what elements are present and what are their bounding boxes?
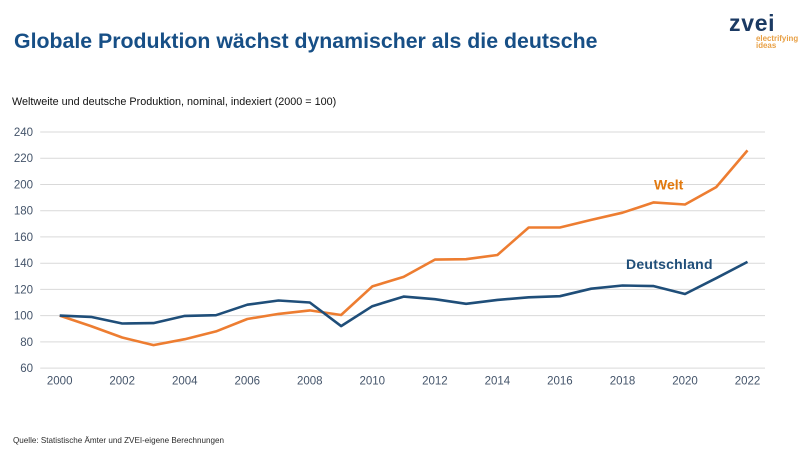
svg-text:2008: 2008 bbox=[297, 376, 323, 388]
svg-text:140: 140 bbox=[14, 258, 33, 270]
svg-text:Deutschland: Deutschland bbox=[626, 256, 713, 272]
svg-text:2002: 2002 bbox=[109, 376, 135, 388]
svg-text:2010: 2010 bbox=[360, 376, 386, 388]
svg-text:220: 220 bbox=[14, 153, 33, 165]
svg-text:2000: 2000 bbox=[47, 376, 73, 388]
svg-text:120: 120 bbox=[14, 284, 33, 296]
svg-text:2022: 2022 bbox=[735, 376, 761, 388]
svg-text:100: 100 bbox=[14, 311, 33, 323]
svg-text:240: 240 bbox=[14, 127, 33, 139]
svg-text:160: 160 bbox=[14, 232, 33, 244]
svg-text:60: 60 bbox=[20, 363, 33, 375]
svg-text:2018: 2018 bbox=[610, 376, 636, 388]
svg-text:2004: 2004 bbox=[172, 376, 198, 388]
svg-text:2012: 2012 bbox=[422, 376, 448, 388]
svg-text:80: 80 bbox=[20, 337, 33, 349]
svg-text:2020: 2020 bbox=[672, 376, 698, 388]
svg-text:180: 180 bbox=[14, 206, 33, 218]
svg-text:2016: 2016 bbox=[547, 376, 573, 388]
svg-text:200: 200 bbox=[14, 179, 33, 191]
svg-text:2014: 2014 bbox=[485, 376, 511, 388]
svg-text:2006: 2006 bbox=[235, 376, 261, 388]
svg-text:Welt: Welt bbox=[654, 177, 684, 193]
